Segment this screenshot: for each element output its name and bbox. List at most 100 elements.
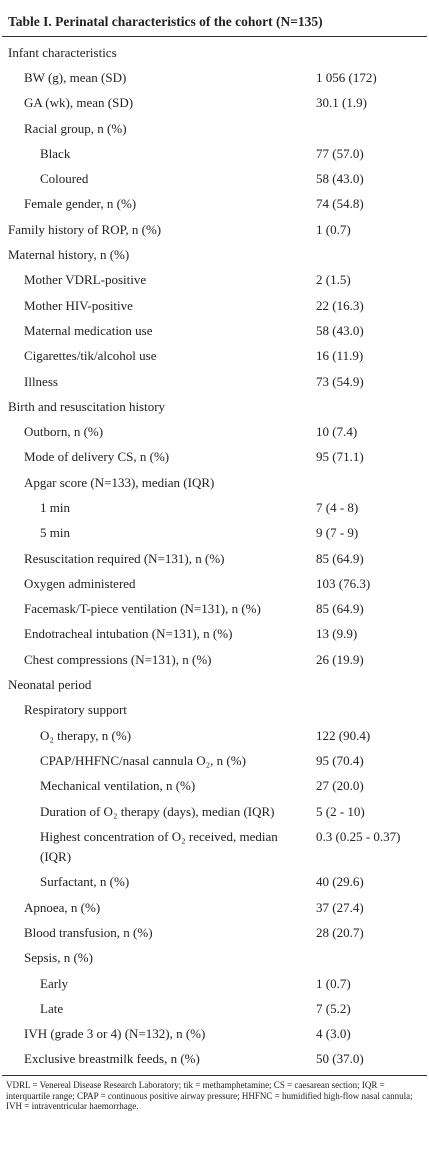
table-row: Endotracheal intubation (N=131), n (%) 13… xyxy=(2,622,427,647)
row-label: Facemask/T-piece ventilation (N=131), n … xyxy=(24,601,261,617)
row-value: 10 (7.4) xyxy=(316,424,358,440)
table-row: CPAP/HHFNC/nasal cannula O₂, n (%) 95 (70… xyxy=(2,748,427,773)
row-label: Birth and resuscitation history xyxy=(8,398,166,414)
row-value: 95 (70.4) xyxy=(316,752,364,768)
table-row: Illness 73 (54.9) xyxy=(2,369,427,394)
row-value: 22 (16.3) xyxy=(316,297,364,313)
row-label: Family history of ROP, n (%) xyxy=(8,221,162,237)
row-value: 1 (0.7) xyxy=(316,975,351,991)
row-label: Illness xyxy=(24,373,58,389)
row-value: 13 (9.9) xyxy=(316,626,358,642)
footnote: VDRL = Venereal Disease Research Laborat… xyxy=(2,1075,427,1112)
row-label: Endotracheal intubation (N=131), n (%) xyxy=(24,626,233,642)
row-value: 7 (4 - 8) xyxy=(316,499,359,515)
row-value: 0.3 (0.25 - 0.37) xyxy=(316,829,401,845)
row-label: Cigarettes/tik/alcohol use xyxy=(24,348,157,364)
row-label: Apnoea, n (%) xyxy=(24,899,101,915)
row-label: Highest concentration of O₂ received, me… xyxy=(40,829,278,865)
row-label: Respiratory support xyxy=(24,702,127,718)
table-row: O₂ therapy, n (%) 122 (90.4) xyxy=(2,723,427,748)
row-label: 1 min xyxy=(40,499,70,515)
row-value: 1 (0.7) xyxy=(316,221,351,237)
table-row: Exclusive breastmilk feeds, n (%) 50 (37.… xyxy=(2,1047,427,1072)
table-row: Resuscitation required (N=131), n (%) 85 … xyxy=(2,546,427,571)
row-value: 103 (76.3) xyxy=(316,575,371,591)
row-label: Female gender, n (%) xyxy=(24,196,137,212)
row-value: 7 (5.2) xyxy=(316,1000,351,1016)
table-row: Racial group, n (%) xyxy=(2,116,427,141)
row-value: 77 (57.0) xyxy=(316,145,364,161)
table-row: Chest compressions (N=131), n (%) 26 (19.… xyxy=(2,647,427,672)
row-value: 27 (20.0) xyxy=(316,778,364,794)
row-label: Resuscitation required (N=131), n (%) xyxy=(24,550,225,566)
row-value: 85 (64.9) xyxy=(316,601,364,617)
table-row: Mode of delivery CS, n (%) 95 (71.1) xyxy=(2,445,427,470)
row-label: Mode of delivery CS, n (%) xyxy=(24,449,170,465)
row-value: 28 (20.7) xyxy=(316,924,364,940)
row-value: 9 (7 - 9) xyxy=(316,525,359,541)
table-title: Table I. Perinatal characteristics of th… xyxy=(2,0,427,37)
table-row: Facemask/T-piece ventilation (N=131), n … xyxy=(2,597,427,622)
table-row: Family history of ROP, n (%) 1 (0.7) xyxy=(2,217,427,242)
row-value: 4 (3.0) xyxy=(316,1026,351,1042)
table-row: Birth and resuscitation history xyxy=(2,394,427,419)
row-label: Chest compressions (N=131), n (%) xyxy=(24,651,212,667)
table-row: IVH (grade 3 or 4) (N=132), n (%) 4 (3.0) xyxy=(2,1021,427,1046)
row-label: Racial group, n (%) xyxy=(24,120,127,136)
table-row: Infant characteristics xyxy=(2,40,427,65)
table-row: Mechanical ventilation, n (%) 27 (20.0) xyxy=(2,774,427,799)
row-label: Late xyxy=(40,1000,64,1016)
row-value: 2 (1.5) xyxy=(316,272,351,288)
row-label: Maternal medication use xyxy=(24,322,153,338)
row-label: BW (g), mean (SD) xyxy=(24,69,127,85)
row-label: Infant characteristics xyxy=(8,44,117,60)
table-row: Neonatal period xyxy=(2,672,427,697)
row-value: 1 056 (172) xyxy=(316,69,377,85)
row-label: GA (wk), mean (SD) xyxy=(24,95,134,111)
row-value: 37 (27.4) xyxy=(316,899,364,915)
table-row: 1 min 7 (4 - 8) xyxy=(2,495,427,520)
row-label: Apgar score (N=133), median (IQR) xyxy=(24,474,215,490)
table-row: Surfactant, n (%) 40 (29.6) xyxy=(2,870,427,895)
table-row: GA (wk), mean (SD) 30.1 (1.9) xyxy=(2,91,427,116)
row-label: Mother HIV-positive xyxy=(24,297,133,313)
table-row: Outborn, n (%) 10 (7.4) xyxy=(2,419,427,444)
row-label: Outborn, n (%) xyxy=(24,424,104,440)
row-label: Blood transfusion, n (%) xyxy=(24,924,153,940)
row-value: 50 (37.0) xyxy=(316,1051,364,1067)
table-row: 5 min 9 (7 - 9) xyxy=(2,521,427,546)
row-value: 95 (71.1) xyxy=(316,449,364,465)
row-label: IVH (grade 3 or 4) (N=132), n (%) xyxy=(24,1026,206,1042)
table-row: Maternal history, n (%) xyxy=(2,242,427,267)
table-row: Oxygen administered 103 (76.3) xyxy=(2,571,427,596)
table-row: Apnoea, n (%) 37 (27.4) xyxy=(2,895,427,920)
table-row: Respiratory support xyxy=(2,698,427,723)
row-label: Coloured xyxy=(40,171,89,187)
table-row: BW (g), mean (SD) 1 056 (172) xyxy=(2,65,427,90)
row-label: Mother VDRL-positive xyxy=(24,272,147,288)
row-label: CPAP/HHFNC/nasal cannula O₂, n (%) xyxy=(40,752,246,768)
table-row: Mother HIV-positive 22 (16.3) xyxy=(2,293,427,318)
row-value: 16 (11.9) xyxy=(316,348,364,364)
table-row: Coloured 58 (43.0) xyxy=(2,166,427,191)
row-value: 85 (64.9) xyxy=(316,550,364,566)
row-value: 58 (43.0) xyxy=(316,322,364,338)
row-label: Mechanical ventilation, n (%) xyxy=(40,778,196,794)
row-value: 40 (29.6) xyxy=(316,874,364,890)
row-value: 5 (2 - 10) xyxy=(316,803,365,819)
table-row: Maternal medication use 58 (43.0) xyxy=(2,318,427,343)
row-label: Neonatal period xyxy=(8,677,92,693)
row-label: Oxygen administered xyxy=(24,575,136,591)
row-label: Maternal history, n (%) xyxy=(8,247,130,263)
table-row: Mother VDRL-positive 2 (1.5) xyxy=(2,268,427,293)
table-row: Highest concentration of O₂ received, me… xyxy=(2,824,427,870)
table-row: Black 77 (57.0) xyxy=(2,141,427,166)
row-value: 26 (19.9) xyxy=(316,651,364,667)
table-row: Female gender, n (%) 74 (54.8) xyxy=(2,192,427,217)
table-row: Cigarettes/tik/alcohol use 16 (11.9) xyxy=(2,344,427,369)
row-label: 5 min xyxy=(40,525,70,541)
table-row: Duration of O₂ therapy (days), median (I… xyxy=(2,799,427,824)
table-body: Infant characteristics BW (g), mean (SD) 1… xyxy=(2,40,427,1072)
